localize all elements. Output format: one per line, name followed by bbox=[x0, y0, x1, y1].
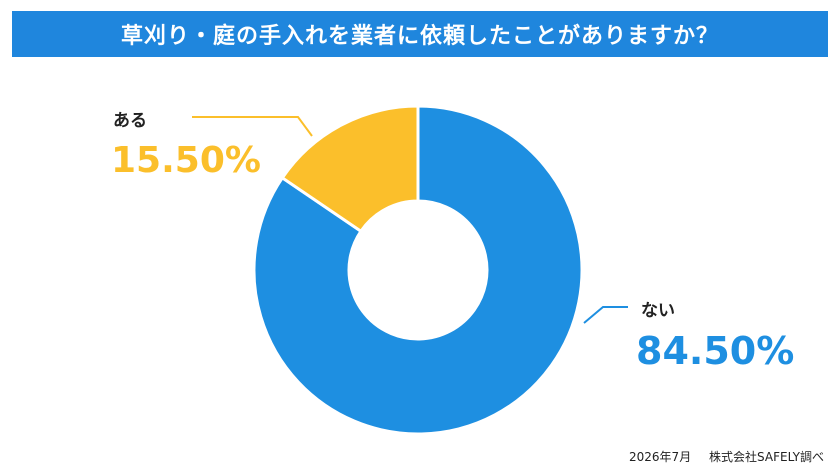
title-bar: 草刈り・庭の手入れを業者に依頼したことがありますか？ bbox=[12, 11, 828, 57]
slice-nai bbox=[252, 104, 584, 436]
slice-aru bbox=[280, 104, 420, 234]
category-label-nai: ない bbox=[641, 301, 675, 321]
value-label-aru: 15.50% bbox=[111, 140, 261, 181]
survey-source: 株式会社SAFELY調べ bbox=[709, 450, 824, 464]
survey-date: 2026年7月 bbox=[629, 450, 692, 464]
value-label-nai: 84.50% bbox=[636, 329, 794, 373]
leader-line-nai bbox=[583, 306, 628, 324]
footer: 2026年7月 株式会社SAFELY調べ bbox=[615, 448, 824, 465]
chart-title: 草刈り・庭の手入れを業者に依頼したことがありますか？ bbox=[120, 24, 719, 49]
category-label-aru: ある bbox=[113, 111, 147, 131]
leader-line-aru bbox=[192, 116, 313, 137]
